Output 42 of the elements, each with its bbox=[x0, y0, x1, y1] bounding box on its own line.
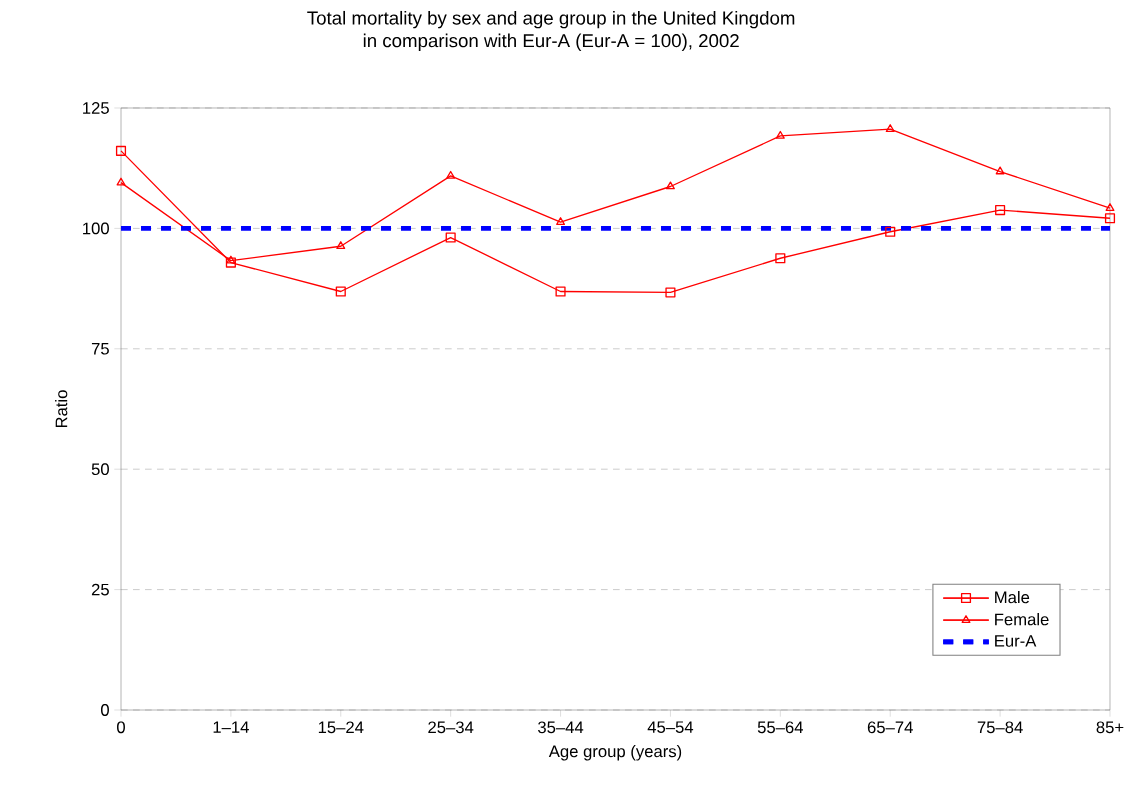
point bbox=[1104, 213, 1116, 224]
point bbox=[115, 145, 127, 156]
point bbox=[995, 205, 1006, 216]
legend-label: Male bbox=[995, 590, 1030, 604]
point bbox=[995, 166, 1005, 175]
x-tick-label: 65–74 bbox=[867, 721, 913, 734]
x-tick-label: 1–14 bbox=[213, 721, 249, 733]
legend-label: Eur-A bbox=[995, 635, 1037, 647]
legend-label: Female bbox=[995, 613, 1049, 626]
point bbox=[556, 217, 566, 226]
y-tick-label: 50 bbox=[91, 463, 109, 476]
x-tick-label: 0 bbox=[117, 721, 125, 734]
y-tick-label: 75 bbox=[91, 342, 109, 355]
x-tick-label: 35–44 bbox=[538, 721, 584, 734]
y-tick-label: 25 bbox=[91, 583, 109, 596]
x-tick-label: 25–34 bbox=[428, 721, 474, 734]
chart-title: Total mortality by sex and age group in the United Kingdom in comparison with Eur-A (Eur-A = 100), 2002 bbox=[307, 10, 795, 51]
point bbox=[1105, 203, 1115, 212]
x-tick-label: 45–54 bbox=[647, 721, 694, 734]
point bbox=[885, 124, 895, 133]
y-axis-title: Ratio bbox=[55, 390, 68, 428]
y-tick-label: 100 bbox=[83, 222, 109, 235]
x-tick-label: 85+ bbox=[1096, 721, 1124, 734]
point bbox=[226, 255, 236, 264]
point bbox=[446, 170, 456, 179]
x-tick-label: 75–84 bbox=[977, 721, 1023, 734]
x-tick-label: 15–24 bbox=[318, 721, 364, 734]
point bbox=[225, 257, 236, 268]
y-tick-label: 0 bbox=[101, 704, 109, 716]
point bbox=[775, 130, 785, 139]
point bbox=[335, 286, 346, 297]
point bbox=[665, 181, 675, 190]
point bbox=[885, 226, 896, 237]
point bbox=[445, 232, 456, 243]
point bbox=[116, 177, 126, 186]
point bbox=[555, 286, 566, 297]
point bbox=[665, 287, 676, 298]
point bbox=[336, 241, 346, 250]
x-tick-label: 55–64 bbox=[757, 721, 804, 734]
point bbox=[775, 253, 786, 264]
y-tick-label: 125 bbox=[83, 102, 109, 114]
x-axis-title: Age group (years) bbox=[548, 744, 682, 761]
